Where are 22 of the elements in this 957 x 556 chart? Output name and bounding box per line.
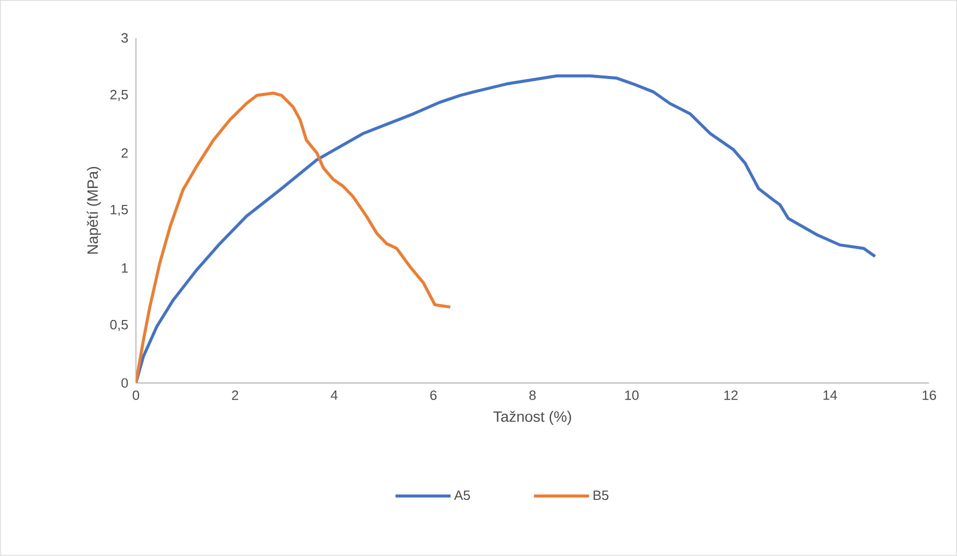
x-axis-title: Tažnost (%) bbox=[493, 410, 572, 425]
line-series bbox=[136, 74, 877, 384]
x-tick-label: 4 bbox=[330, 390, 338, 400]
x-tick-label: 6 bbox=[430, 390, 437, 400]
y-tick-label: 3 bbox=[121, 33, 128, 43]
y-tick-label: 2,5 bbox=[110, 90, 128, 102]
x-tick-label: 10 bbox=[625, 390, 639, 400]
y-tick-label: 2 bbox=[122, 148, 128, 158]
x-tick-label: 8 bbox=[529, 390, 536, 400]
y-tick-label: 1 bbox=[122, 263, 128, 273]
x-tick-label: 0 bbox=[132, 390, 140, 400]
y-tick-label: 0 bbox=[121, 378, 128, 388]
x-tick-label: 2 bbox=[232, 390, 238, 400]
y-axis-title: Napětí (MPa) bbox=[86, 166, 101, 254]
line-series bbox=[136, 92, 452, 384]
legend-label: B5 bbox=[594, 490, 608, 500]
x-tick-label: 12 bbox=[724, 390, 738, 400]
x-tick-label: 16 bbox=[922, 390, 936, 400]
y-tick-label: 1,5 bbox=[110, 204, 128, 216]
x-tick-label: 14 bbox=[824, 390, 838, 400]
legend-label: A5 bbox=[454, 490, 470, 500]
y-tick-label: 0,5 bbox=[110, 320, 128, 332]
